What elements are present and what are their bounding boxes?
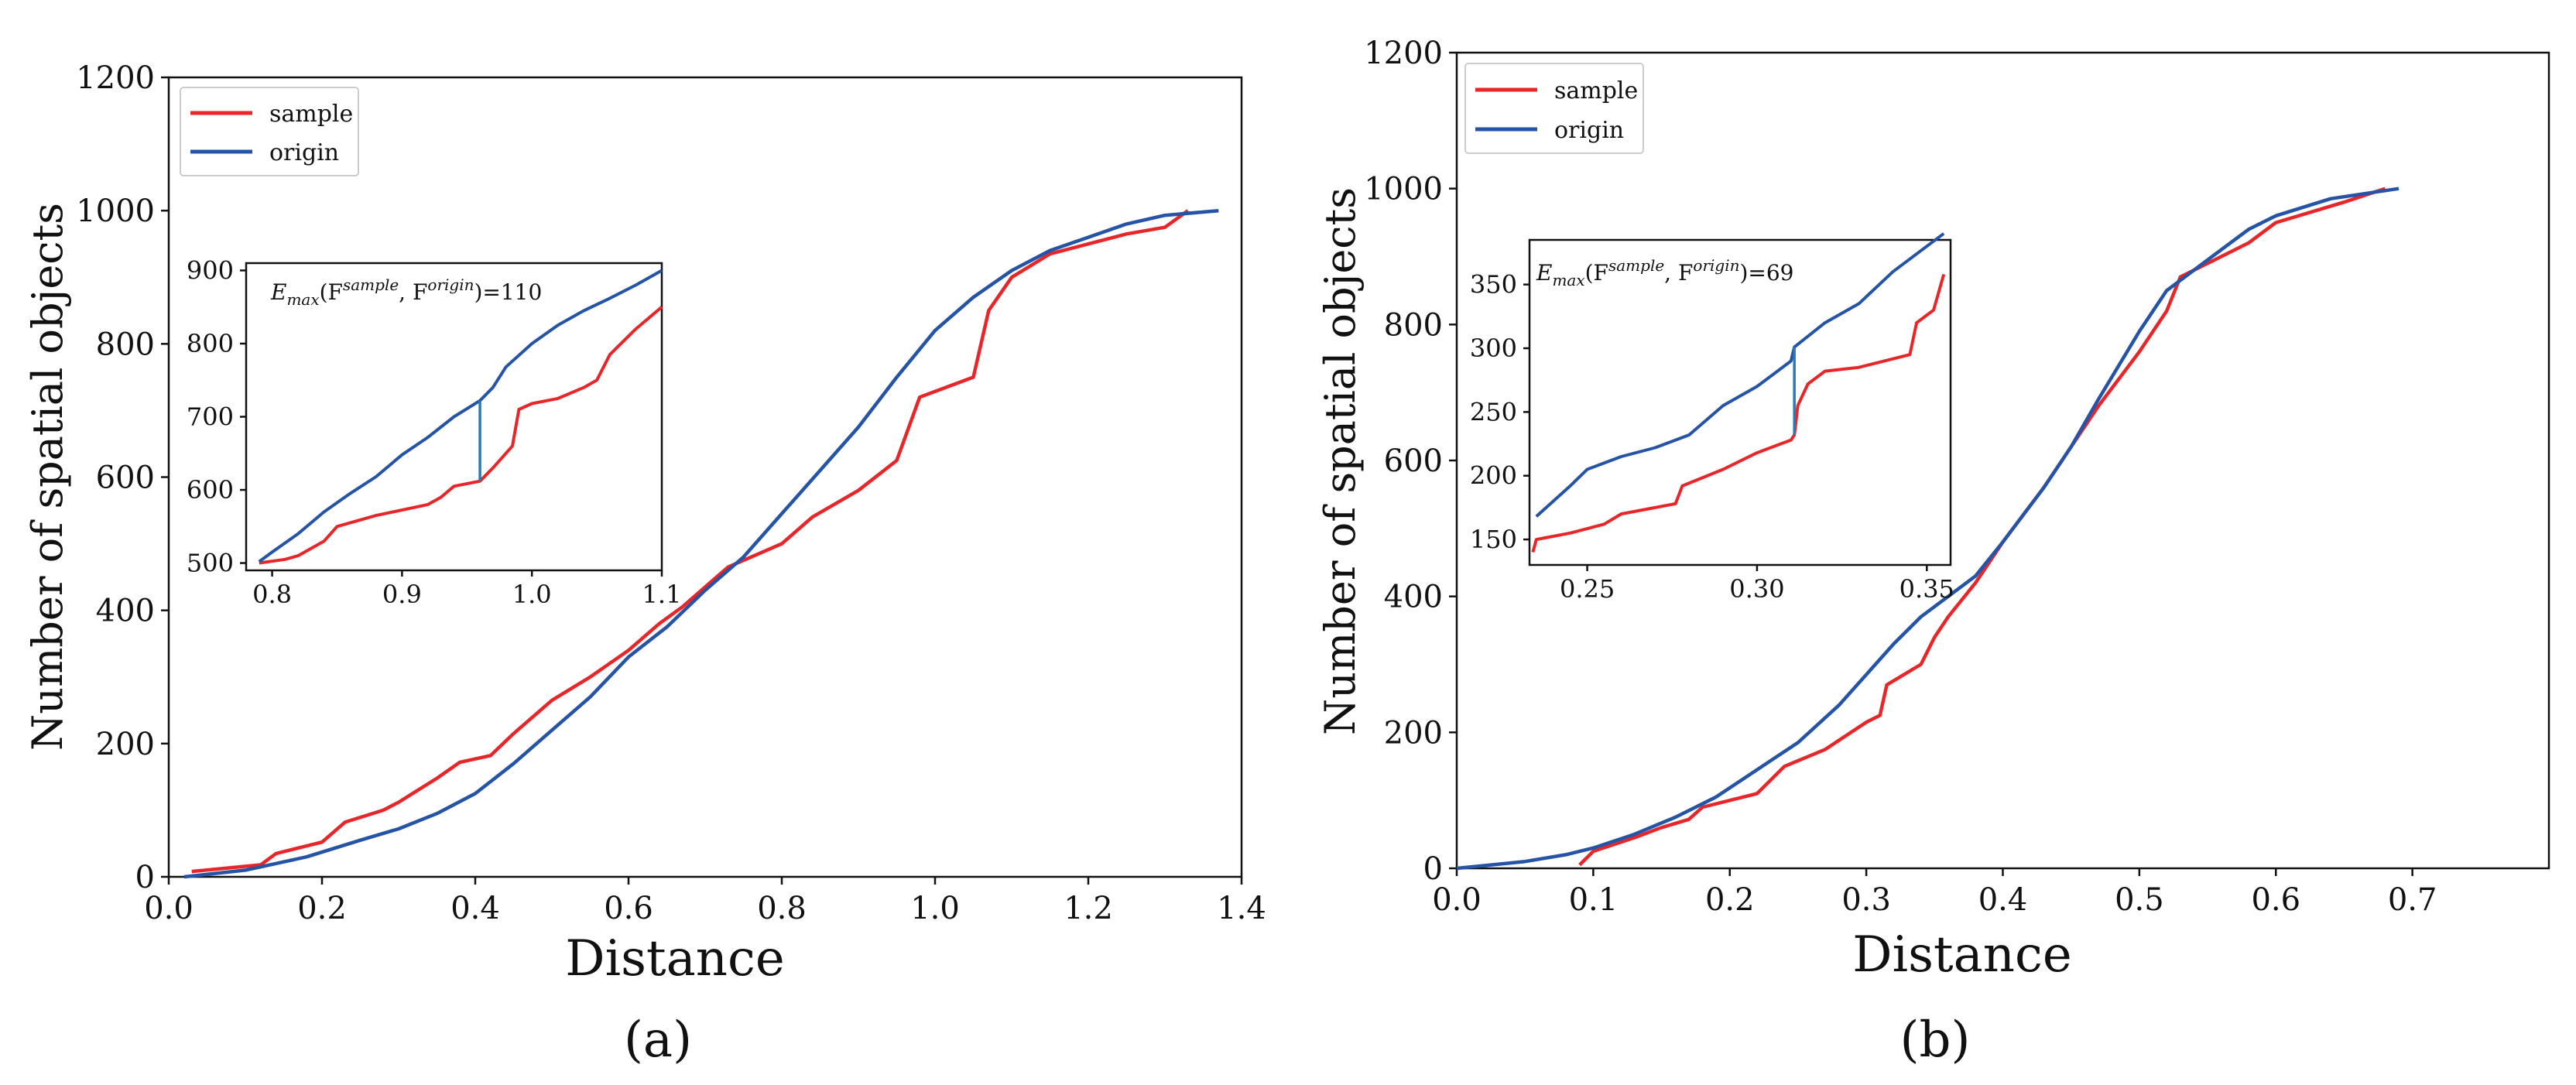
chart-a-legend-label-origin: origin bbox=[269, 139, 339, 166]
chart-a-inset-x-tick-label: 0.9 bbox=[382, 580, 422, 609]
chart-b-inset-y-tick-label: 200 bbox=[1470, 461, 1517, 491]
chart-a-x-tick-label: 0.8 bbox=[757, 891, 807, 926]
chart-a-y-tick-label: 1000 bbox=[76, 193, 155, 229]
chart-a-inset-y-tick-label: 500 bbox=[187, 549, 234, 578]
chart-b-y-tick-label: 400 bbox=[1384, 580, 1443, 615]
chart-a-inset-series-origin bbox=[258, 269, 663, 563]
chart-a-inset-series-sample bbox=[259, 306, 663, 565]
chart-b-legend: sample origin bbox=[1464, 63, 1644, 154]
chart-a-x-tick-label: 0.2 bbox=[297, 891, 347, 926]
chart-a-inset-y-tick-label: 600 bbox=[187, 475, 234, 505]
chart-a-y-tick-label: 800 bbox=[96, 327, 155, 362]
chart-b-y-tick-label: 0 bbox=[1423, 851, 1443, 887]
chart-b-y-tick-label: 1200 bbox=[1364, 36, 1443, 71]
chart-a-x-tick-label: 1.4 bbox=[1217, 891, 1266, 926]
chart-a-inset-y-tick-label: 800 bbox=[187, 329, 234, 358]
chart-b-x-ticks: 0.0 0.1 0.2 0.3 0.4 0.5 0.6 0.7 bbox=[1432, 868, 2437, 918]
chart-b-inset-y-tick-label: 350 bbox=[1470, 270, 1517, 299]
chart-a-series bbox=[183, 208, 1219, 879]
chart-b-y-ticks: 0 200 400 600 800 1000 1200 bbox=[1364, 36, 1457, 887]
chart-b-y-tick-label: 200 bbox=[1384, 715, 1443, 751]
chart-a-x-tick-label: 1.0 bbox=[910, 891, 960, 926]
chart-a-inset-x-ticks: 0.8 0.9 1.0 1.1 bbox=[252, 570, 681, 609]
chart-b-x-tick-label: 0.6 bbox=[2251, 882, 2300, 918]
chart-a-x-tick-label: 1.2 bbox=[1064, 891, 1113, 926]
chart-b-inset-y-ticks: 150 200 250 300 350 bbox=[1470, 270, 1530, 554]
chart-b-x-tick-label: 0.7 bbox=[2388, 882, 2437, 918]
chart-a-x-tick-label: 0.6 bbox=[604, 891, 653, 926]
chart-a-inset-x-tick-label: 1.0 bbox=[512, 580, 552, 609]
chart-b-inset-y-tick-label: 250 bbox=[1470, 397, 1517, 426]
chart-b-series-origin bbox=[1456, 187, 2400, 871]
chart-b-x-tick-label: 0.0 bbox=[1432, 882, 1482, 918]
chart-a-series-sample bbox=[191, 209, 1190, 874]
chart-b-y-tick-label: 600 bbox=[1384, 443, 1443, 479]
chart-b: 0.0 0.1 0.2 0.3 0.4 0.5 0.6 0.7 0 200 400 600 800 10… bbox=[1316, 36, 2550, 1069]
chart-b-x-axis-label: Distance bbox=[1852, 926, 2071, 984]
chart-b-inset-x-tick-label: 0.30 bbox=[1729, 574, 1784, 604]
chart-b-x-tick-label: 0.2 bbox=[1705, 882, 1755, 918]
chart-b-inset-annotation: Emax(Fsample, Forigin)=69 bbox=[1536, 256, 1794, 289]
chart-b-x-tick-label: 0.5 bbox=[2115, 882, 2164, 918]
chart-a-x-tick-label: 0.4 bbox=[450, 891, 500, 926]
chart-b-x-tick-label: 0.4 bbox=[1978, 882, 2028, 918]
chart-b-x-tick-label: 0.3 bbox=[1841, 882, 1891, 918]
chart-a-y-axis-label: Number of spatial objects bbox=[23, 203, 72, 751]
chart-a-inset-annotation: Emax(Fsample, Forigin)=110 bbox=[270, 276, 542, 309]
chart-b-inset-frame bbox=[1528, 238, 1952, 566]
chart-b-inset-y-tick-label: 300 bbox=[1470, 334, 1517, 363]
chart-b-y-axis-label: Number of spatial objects bbox=[1316, 187, 1365, 735]
chart-a-inset: 0.8 0.9 1.0 1.1 500 600 700 800 900 Emax(Fsampl… bbox=[187, 255, 682, 609]
chart-a-y-tick-label: 1200 bbox=[76, 60, 155, 96]
chart-b-inset-x-tick-label: 0.35 bbox=[1899, 574, 1954, 604]
chart-a-y-tick-label: 600 bbox=[96, 460, 155, 496]
chart-b-series bbox=[1456, 187, 2400, 871]
chart-a-y-ticks: 0 200 400 600 800 1000 1200 bbox=[76, 60, 169, 895]
chart-a-inset-x-tick-label: 0.8 bbox=[252, 580, 292, 609]
chart-a-legend: sample origin bbox=[180, 87, 359, 176]
chart-a-inset-y-tick-label: 700 bbox=[187, 402, 234, 432]
chart-b-inset-x-tick-label: 0.25 bbox=[1560, 574, 1615, 604]
chart-a-legend-label-sample: sample bbox=[269, 101, 353, 128]
chart-b-y-tick-label: 1000 bbox=[1364, 172, 1443, 207]
chart-a-x-ticks: 0.0 0.2 0.4 0.6 0.8 1.0 1.2 1.4 bbox=[144, 877, 1266, 926]
chart-a-inset-y-ticks: 500 600 700 800 900 bbox=[187, 255, 246, 578]
chart-b-legend-label-origin: origin bbox=[1554, 117, 1624, 144]
chart-a-x-tick-label: 0.0 bbox=[144, 891, 194, 926]
chart-a-inset-x-tick-label: 1.1 bbox=[642, 580, 682, 609]
chart-a-y-tick-label: 400 bbox=[96, 594, 155, 629]
chart-a: 0.0 0.2 0.4 0.6 0.8 1.0 1.2 1.4 0 200 400 600 800 10… bbox=[23, 60, 1266, 1069]
chart-a-x-axis-label: Distance bbox=[565, 930, 784, 987]
chart-a-caption: (a) bbox=[624, 1011, 692, 1069]
chart-b-caption: (b) bbox=[1900, 1011, 1971, 1069]
chart-b-inset-x-ticks: 0.25 0.30 0.35 bbox=[1560, 565, 1954, 604]
chart-b-legend-label-sample: sample bbox=[1554, 77, 1638, 104]
chart-b-y-tick-label: 800 bbox=[1384, 307, 1443, 343]
chart-b-inset-series-origin bbox=[1535, 232, 1945, 518]
chart-b-inset-series-sample bbox=[1531, 273, 1946, 553]
chart-a-series-origin bbox=[183, 208, 1219, 879]
chart-b-inset-y-tick-label: 150 bbox=[1470, 525, 1517, 554]
chart-a-inset-series bbox=[258, 269, 663, 565]
chart-a-y-tick-label: 0 bbox=[135, 860, 155, 895]
chart-b-inset: 0.25 0.30 0.35 150 200 250 300 350 Emax(Fsampl… bbox=[1470, 232, 1954, 604]
chart-b-x-tick-label: 0.1 bbox=[1569, 882, 1619, 918]
chart-a-y-tick-label: 200 bbox=[96, 727, 155, 762]
chart-b-inset-series bbox=[1531, 232, 1946, 553]
chart-a-inset-y-tick-label: 900 bbox=[187, 255, 234, 285]
